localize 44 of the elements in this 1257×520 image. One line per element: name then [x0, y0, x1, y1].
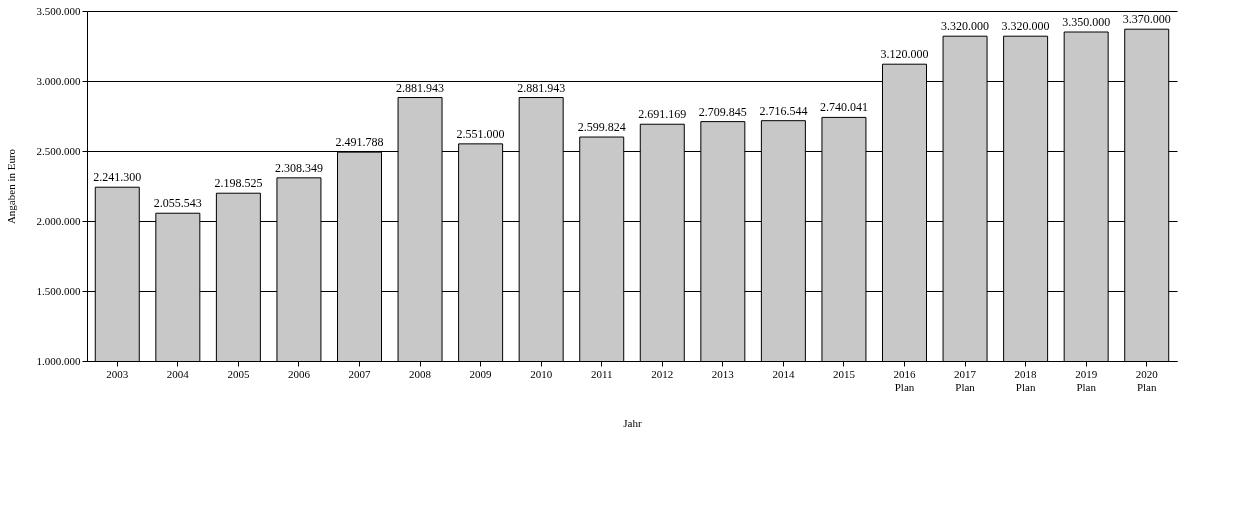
data-label: 2.551.000 [456, 126, 505, 141]
x-tick-label: 2008 [409, 367, 432, 380]
data-label: 2.599.824 [577, 120, 626, 135]
data-label: 2.881.943 [517, 80, 566, 95]
y-tick-label: 1.000.000 [36, 354, 81, 367]
data-label: 3.320.000 [941, 19, 990, 34]
x-tick-label: 2011 [590, 367, 613, 380]
data-label: 2.055.543 [153, 196, 202, 211]
x-axis-title: Jahr [623, 416, 642, 429]
data-label: 3.120.000 [880, 47, 929, 62]
x-tick-label: 2020 Plan [1135, 367, 1159, 393]
data-label: 2.716.544 [759, 103, 808, 118]
y-axis-title: Angaben in Euro [4, 148, 17, 225]
data-label: 3.350.000 [1062, 15, 1111, 29]
y-tick-label: 2.500.000 [36, 144, 81, 157]
x-tick-label: 2013 [711, 367, 735, 380]
data-label: 2.881.943 [396, 80, 445, 95]
x-tick-label: 2007 [348, 367, 371, 380]
x-tick-label: 2015 [832, 367, 856, 380]
data-label: 3.320.000 [1001, 19, 1050, 34]
x-tick-label: 2006 [287, 367, 311, 380]
x-tick-label: 2005 [227, 367, 250, 380]
x-tick-label: 2019 Plan [1075, 367, 1098, 393]
data-label: 2.709.845 [698, 104, 747, 119]
data-label: 2.241.300 [93, 170, 142, 185]
y-tick-label: 3.500.000 [36, 4, 81, 17]
data-label: 2.491.788 [335, 135, 384, 150]
x-tick-label: 2010 [530, 367, 553, 380]
x-tick-label: 2014 [772, 367, 795, 380]
x-tick-label: 2004 [166, 367, 190, 380]
y-tick-label: 2.000.000 [36, 214, 81, 227]
x-tick-label: 2003 [106, 367, 129, 380]
x-tick-label: 2017 Plan [954, 367, 977, 393]
data-label: 2.308.349 [274, 160, 323, 175]
data-label: 2.740.041 [819, 100, 868, 115]
x-tick-label: 2016 Plan [893, 367, 916, 393]
y-tick-label: 3.000.000 [36, 74, 81, 87]
y-tick-label: 1.500.000 [36, 284, 81, 297]
data-label: 2.198.525 [214, 176, 263, 191]
x-tick-label: 2012 [651, 367, 674, 380]
data-label: 3.370.000 [1122, 12, 1171, 27]
x-tick-label: 2009 [469, 367, 493, 380]
data-label: 2.691.169 [638, 107, 687, 122]
x-tick-label: 2018 Plan [1014, 367, 1038, 393]
